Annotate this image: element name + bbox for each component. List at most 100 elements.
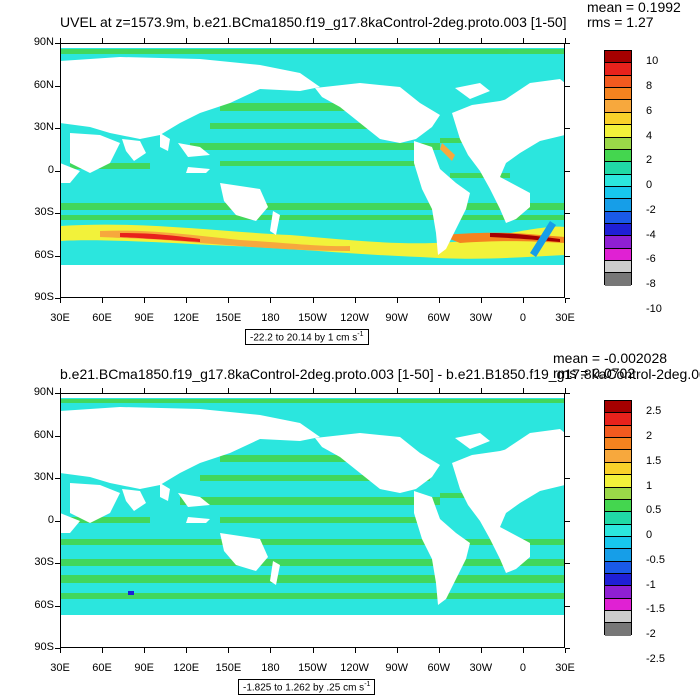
top-colorbar-label: -2 — [646, 203, 656, 216]
top-lon-tick-top — [60, 38, 61, 43]
bottom-lon-tick — [565, 648, 566, 653]
top-range-box: -22.2 to 20.14 by 1 cm s-1 — [245, 329, 369, 346]
bottom-lat-tick — [55, 435, 60, 437]
bottom-colorbar-swatch — [605, 549, 631, 562]
bottom-lon-tick — [144, 648, 146, 653]
top-colorbar-swatch — [605, 125, 631, 138]
bottom-lon-label: 60E — [92, 662, 112, 674]
bottom-lon-label: 30E — [50, 662, 70, 674]
top-lon-tick — [522, 298, 524, 303]
bottom-lon-label: 30E — [555, 662, 575, 674]
top-lon-label: 90W — [385, 312, 408, 324]
bottom-lon-tick — [102, 648, 104, 653]
top-lon-tick-top — [270, 38, 272, 43]
bottom-colorbar-label: -2.5 — [646, 652, 665, 665]
bottom-colorbar-label: -1 — [646, 578, 656, 591]
bottom-lat-tick — [55, 478, 60, 479]
bottom-rms-stat: rms = 0.0702 — [553, 365, 636, 381]
top-colorbar-label: 6 — [646, 104, 653, 117]
bottom-lon-tick-top — [186, 388, 188, 393]
bottom-lon-label: 150E — [215, 662, 242, 674]
top-lon-tick — [228, 298, 230, 303]
bottom-lon-tick — [60, 648, 61, 653]
bottom-colorbar-swatch — [605, 487, 631, 500]
bottom-colorbar-label: 1 — [646, 479, 653, 492]
top-colorbar-label: 2 — [646, 154, 653, 167]
top-colorbar-swatch — [605, 248, 631, 262]
bottom-lon-tick-top — [480, 388, 482, 393]
top-lat-label: 60N — [33, 78, 54, 91]
bottom-colorbar-swatch — [605, 574, 631, 587]
top-lon-tick-top — [565, 38, 566, 43]
top-lon-tick-top — [144, 38, 146, 43]
top-lat-tick — [55, 298, 60, 299]
top-lon-tick-top — [522, 38, 524, 43]
top-colorbar-swatch — [605, 224, 631, 237]
bottom-lat-label: 90N — [33, 386, 54, 398]
top-plot-title: UVEL at z=1573.9m, b.e21.BCma1850.f19_g1… — [60, 14, 567, 30]
top-lon-tick — [565, 298, 566, 303]
top-lat-label: 90S — [34, 291, 54, 303]
top-colorbar-label: -10 — [646, 302, 662, 315]
top-range-text: -22.2 to 20.14 by 1 cm s — [250, 332, 358, 344]
top-lat-label: 60S — [34, 248, 54, 261]
bottom-range-text: -1.825 to 1.262 by .25 cm s — [243, 682, 365, 694]
bottom-colorbar-swatch — [605, 413, 631, 426]
bottom-range-box: -1.825 to 1.262 by .25 cm s-1 — [238, 679, 376, 696]
bottom-lon-tick-top — [228, 388, 230, 393]
bottom-lon-tick — [522, 648, 524, 653]
top-lon-label: 30W — [469, 312, 493, 324]
top-lat-label: 90N — [33, 36, 54, 48]
top-lon-label: 120E — [173, 312, 200, 324]
bottom-lon-tick — [480, 648, 482, 653]
bottom-lat-label: 30N — [33, 471, 54, 483]
top-lat-tick — [55, 43, 60, 44]
top-colorbar-swatch — [605, 186, 631, 200]
bottom-lat-label: 60N — [33, 428, 54, 441]
top-lon-tick-top — [312, 38, 314, 43]
bottom-colorbar-label: 0 — [646, 529, 653, 542]
bottom-lon-tick-top — [144, 388, 146, 393]
top-range-exponent: -1 — [357, 331, 364, 338]
top-colorbar-label: -8 — [646, 278, 656, 290]
top-lat-tick-right — [565, 255, 570, 257]
top-lon-tick-top — [396, 38, 398, 43]
top-colorbar-swatch — [605, 88, 631, 101]
top-colorbar-swatch — [605, 273, 631, 286]
top-lon-label: 30E — [555, 312, 575, 324]
bottom-land — [60, 393, 565, 648]
bottom-colorbar-swatch — [605, 598, 631, 612]
bottom-lon-tick — [354, 648, 356, 653]
top-rms-stat: rms = 1.27 — [587, 14, 654, 30]
bottom-lon-label: 90E — [134, 662, 154, 674]
bottom-lat-tick-right — [565, 648, 570, 649]
bottom-lon-tick-top — [565, 388, 566, 393]
top-lon-tick — [144, 298, 146, 303]
top-lon-tick — [438, 298, 440, 303]
top-lon-label: 0 — [519, 312, 526, 324]
top-lon-label: 60E — [92, 312, 112, 324]
top-colorbar-swatch — [605, 112, 631, 126]
top-lat-tick-right — [565, 43, 570, 44]
top-colorbar-label: 4 — [646, 129, 653, 142]
top-lon-tick-top — [228, 38, 230, 43]
top-lon-label: 150E — [215, 312, 242, 324]
top-land — [60, 43, 565, 298]
bottom-lon-tick-top — [312, 388, 314, 393]
bottom-colorbar-label: 1.5 — [646, 454, 662, 467]
bottom-colorbar-swatch — [605, 401, 631, 414]
top-lon-tick — [60, 298, 61, 303]
top-lon-label: 150W — [298, 312, 327, 324]
bottom-lon-tick — [228, 648, 230, 653]
top-mean-stat: mean = 0.1992 — [587, 0, 681, 15]
bottom-colorbar-label: 0.5 — [646, 504, 662, 517]
bottom-lon-label: 30W — [469, 662, 493, 674]
bottom-lon-label: 120W — [340, 662, 369, 674]
top-lon-label: 90E — [134, 312, 154, 324]
bottom-lat-tick-right — [565, 435, 570, 437]
top-lon-tick — [396, 298, 398, 303]
bottom-lon-tick-top — [522, 388, 524, 393]
top-lat-tick — [55, 170, 60, 172]
bottom-lon-label: 150W — [298, 662, 327, 674]
bottom-lon-tick-top — [270, 388, 272, 393]
